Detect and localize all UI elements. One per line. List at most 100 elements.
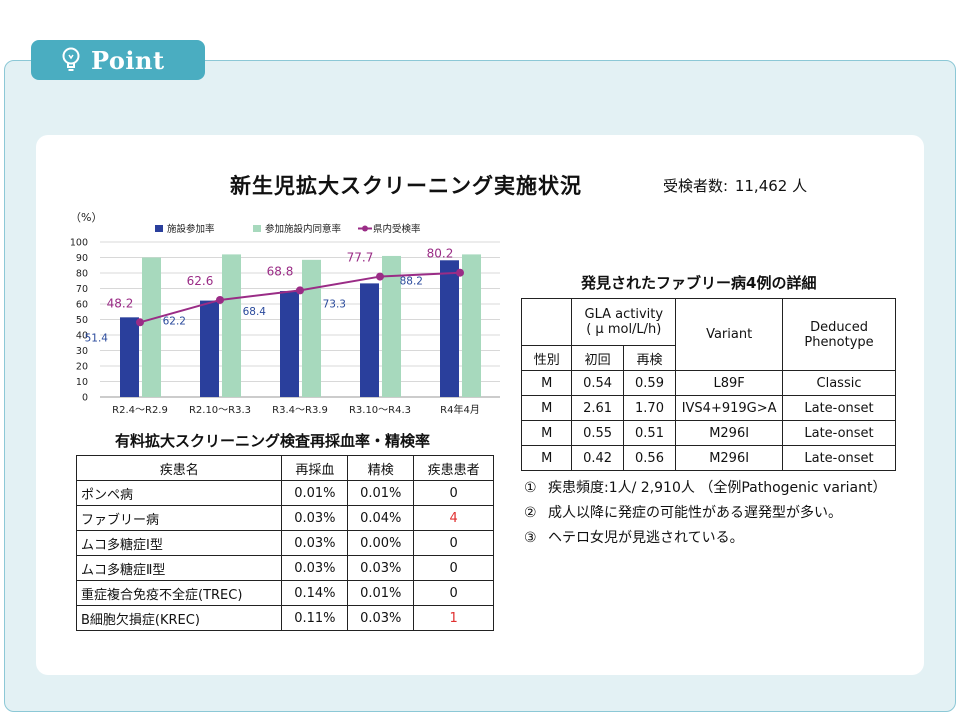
findings-notes: ① 疾患頻度:1人/ 2,910人 （全例Pathogenic variant） … <box>524 477 887 552</box>
x-tick-label: R2.10〜R3.3 <box>189 405 251 416</box>
note-marker: ③ <box>524 530 537 546</box>
fabry-header-phenotype-line1: Deduced <box>810 319 868 335</box>
data-label: 51.4 <box>85 332 109 344</box>
bar <box>302 259 321 397</box>
retest-rate: 0.03% <box>281 530 349 556</box>
legend-marker <box>362 225 368 232</box>
line-point <box>216 295 224 304</box>
x-tick-label: R4年4月 <box>440 403 480 416</box>
y-tick-label: 60 <box>76 300 88 311</box>
case-sex: M <box>520 370 573 396</box>
legend-label: 県内受検率 <box>373 223 421 235</box>
patient-count: 0 <box>413 530 494 556</box>
table-row: M 0.54 0.59 L89F Classic <box>520 370 896 396</box>
x-tick-label: R2.4〜R2.9 <box>112 405 168 416</box>
patient-count: 1 <box>413 605 494 631</box>
table-row: M 0.42 0.56 M296I Late-onset <box>520 445 896 471</box>
case-phenotype: Late-onset <box>782 445 896 471</box>
y-tick-label: 70 <box>76 284 88 295</box>
disease-name: 重症複合免疫不全症(TREC) <box>75 580 283 606</box>
bar <box>120 317 139 397</box>
case-initial: 0.42 <box>571 445 624 471</box>
screening-chart: 0 10 20 30 40 50 60 70 80 90 100 （%） 施設参加率 参加施設内同意率 県内… <box>70 211 500 416</box>
retest-table-header-row: 疾患名 再採血 精検 疾患患者 <box>75 455 494 481</box>
fabry-table: GLA activity ( μ mol/L/h) Variant Deduce… <box>520 298 896 471</box>
note-marker: ② <box>524 505 537 521</box>
disease-name: ポンペ病 <box>75 480 283 506</box>
list-item: ② 成人以降に発症の可能性がある遅発型が多い。 <box>524 502 887 527</box>
case-variant: M296I <box>675 445 784 471</box>
legend-swatch <box>253 225 261 232</box>
y-tick-label: 20 <box>76 362 88 373</box>
list-item: ① 疾患頻度:1人/ 2,910人 （全例Pathogenic variant） <box>524 477 887 502</box>
table-row: M 0.55 0.51 M296I Late-onset <box>520 420 896 446</box>
line-point <box>456 268 464 277</box>
note-marker: ① <box>524 480 537 496</box>
case-initial: 2.61 <box>571 395 624 421</box>
line-point <box>296 286 304 295</box>
detail-rate: 0.03% <box>347 555 415 581</box>
data-label: 88.2 <box>400 275 423 287</box>
fabry-table-title: 発見されたファブリー病4例の詳細 <box>581 274 817 292</box>
bar <box>280 290 299 397</box>
table-row: M 2.61 1.70 IVS4+919G>A Late-onset <box>520 395 896 421</box>
data-label: 77.7 <box>347 251 374 265</box>
data-label: 48.2 <box>107 296 134 310</box>
data-label: 62.6 <box>187 274 214 288</box>
bar <box>440 260 459 397</box>
y-axis-label: （%） <box>70 211 102 224</box>
list-item: ③ ヘテロ女児が見逃されている。 <box>524 527 887 552</box>
detail-rate: 0.03% <box>347 605 415 631</box>
retest-table-header-cell: 再採血 <box>281 455 349 481</box>
detail-rate: 0.04% <box>347 505 415 531</box>
y-tick-label: 50 <box>76 315 88 326</box>
page-title: 新生児拡大スクリーニング実施状況 <box>230 174 582 198</box>
case-phenotype: Late-onset <box>782 395 896 421</box>
table-row: ムコ多糖症Ⅰ型 0.03% 0.00% 0 <box>75 530 494 556</box>
bar <box>462 254 481 397</box>
line-point <box>376 272 384 281</box>
fabry-header-retest: 再検 <box>622 345 677 371</box>
case-variant: M296I <box>675 420 784 446</box>
table-row: ファブリー病 0.03% 0.04% 4 <box>75 505 494 531</box>
bar <box>360 283 379 397</box>
bar <box>200 300 219 397</box>
case-initial: 0.54 <box>571 370 624 396</box>
data-label: 68.4 <box>243 306 267 318</box>
patient-count: 0 <box>413 480 494 506</box>
bar <box>222 254 241 397</box>
table-row: 重症複合免疫不全症(TREC) 0.14% 0.01% 0 <box>75 580 494 606</box>
note-text: 成人以降に発症の可能性がある遅発型が多い。 <box>548 505 842 521</box>
examinee-count-label: 受検者数: <box>663 177 729 195</box>
legend-swatch <box>155 225 163 232</box>
y-tick-label: 0 <box>82 393 88 404</box>
patient-count: 0 <box>413 555 494 581</box>
line-point <box>136 318 144 327</box>
fabry-header-variant: Variant <box>675 298 784 371</box>
examinee-count-value: 11,462 人 <box>734 177 808 195</box>
retest-table: 疾患名 再採血 精検 疾患患者 ポンペ病 0.01% 0.01% 0 ファブリー病 0… <box>75 455 494 631</box>
retest-table-header-cell: 疾患患者 <box>413 455 494 481</box>
case-variant: IVS4+919G>A <box>675 395 784 421</box>
retest-table-header-cell: 精検 <box>347 455 415 481</box>
table-row: ムコ多糖症Ⅱ型 0.03% 0.03% 0 <box>75 555 494 581</box>
case-sex: M <box>520 395 573 421</box>
disease-name: B細胞欠損症(KREC) <box>75 605 283 631</box>
legend-label: 参加施設内同意率 <box>265 223 342 235</box>
bar <box>382 255 401 397</box>
y-tick-label: 30 <box>76 346 88 357</box>
disease-name: ムコ多糖症Ⅰ型 <box>75 530 283 556</box>
bar <box>142 257 161 397</box>
point-tab: Point <box>31 40 205 80</box>
case-retest: 0.51 <box>622 420 677 446</box>
case-initial: 0.55 <box>571 420 624 446</box>
fabry-header-gla-line2: ( μ mol/L/h) <box>586 322 662 337</box>
case-sex: M <box>520 445 573 471</box>
lightbulb-icon <box>61 46 81 78</box>
table-row: ポンペ病 0.01% 0.01% 0 <box>75 480 494 506</box>
examinee-count: 受検者数: 11,462 人 <box>663 175 809 196</box>
detail-rate: 0.01% <box>347 580 415 606</box>
disease-name: ファブリー病 <box>75 505 283 531</box>
data-label: 62.2 <box>163 316 186 328</box>
y-tick-label: 90 <box>76 253 88 264</box>
